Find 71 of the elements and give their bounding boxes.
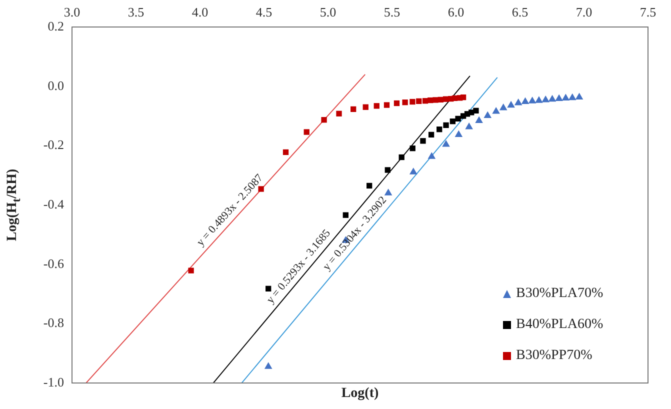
point bbox=[484, 111, 492, 118]
point bbox=[454, 130, 463, 137]
point bbox=[409, 168, 418, 174]
x-tick-label: 3.5 bbox=[128, 4, 144, 20]
point bbox=[362, 104, 368, 110]
x-tick-label: 7.5 bbox=[640, 4, 656, 20]
y-tick-label: 0.2 bbox=[48, 18, 64, 34]
x-axis-title: Log(t) bbox=[341, 386, 379, 402]
point bbox=[282, 149, 289, 156]
y-tick-label: -0.2 bbox=[43, 137, 64, 152]
point bbox=[450, 118, 456, 124]
point bbox=[436, 126, 442, 132]
x-tick-label: 6.5 bbox=[512, 4, 528, 20]
point bbox=[432, 97, 438, 103]
point bbox=[465, 122, 473, 130]
x-tick-label: 3.0 bbox=[64, 4, 80, 20]
point bbox=[394, 100, 400, 106]
point bbox=[384, 188, 392, 196]
point bbox=[475, 116, 483, 123]
y-tick-label: -0.4 bbox=[43, 196, 64, 212]
point bbox=[266, 286, 272, 292]
point bbox=[402, 100, 408, 106]
point bbox=[575, 92, 584, 100]
point bbox=[366, 182, 372, 189]
legend-label: B30%PP70% bbox=[516, 348, 592, 364]
point bbox=[473, 108, 479, 114]
x-tick-label: 4.5 bbox=[256, 4, 272, 20]
point bbox=[420, 138, 426, 144]
point bbox=[321, 117, 327, 123]
point bbox=[535, 96, 543, 103]
point bbox=[398, 154, 404, 160]
point bbox=[492, 107, 500, 114]
point bbox=[568, 93, 576, 100]
point bbox=[521, 97, 530, 104]
point bbox=[460, 94, 466, 100]
point bbox=[507, 100, 515, 108]
legend-label: B40%PLA60% bbox=[516, 316, 604, 332]
point bbox=[555, 94, 563, 102]
point bbox=[514, 98, 522, 106]
y-tick-label: -1.0 bbox=[43, 374, 64, 390]
point bbox=[350, 106, 356, 112]
point bbox=[188, 268, 194, 274]
point bbox=[384, 167, 390, 173]
x-tick-label: 5.5 bbox=[384, 4, 400, 20]
legend-label: B30%PLA70% bbox=[516, 286, 604, 302]
point bbox=[410, 98, 416, 105]
point bbox=[384, 102, 390, 108]
point bbox=[428, 152, 436, 159]
point bbox=[304, 129, 310, 135]
point bbox=[499, 103, 508, 110]
point bbox=[264, 362, 272, 369]
point bbox=[548, 94, 556, 102]
point bbox=[542, 95, 550, 102]
x-tick-label: 5.0 bbox=[320, 4, 336, 20]
point bbox=[416, 98, 422, 104]
point bbox=[455, 116, 461, 122]
y-tick-label: 0.0 bbox=[48, 78, 64, 93]
y-tick-label: -0.6 bbox=[43, 256, 64, 271]
point bbox=[562, 94, 570, 100]
x-tick-label: 4.0 bbox=[192, 4, 208, 20]
point bbox=[443, 122, 449, 128]
point bbox=[528, 96, 536, 104]
point bbox=[342, 212, 348, 218]
point bbox=[442, 140, 450, 147]
point bbox=[374, 103, 380, 109]
point bbox=[336, 110, 342, 116]
point bbox=[410, 146, 416, 152]
point bbox=[428, 132, 434, 138]
x-tick-label: 7.0 bbox=[576, 4, 592, 20]
y-tick-label: -0.8 bbox=[43, 315, 64, 330]
x-tick-label: 6.0 bbox=[448, 4, 464, 20]
